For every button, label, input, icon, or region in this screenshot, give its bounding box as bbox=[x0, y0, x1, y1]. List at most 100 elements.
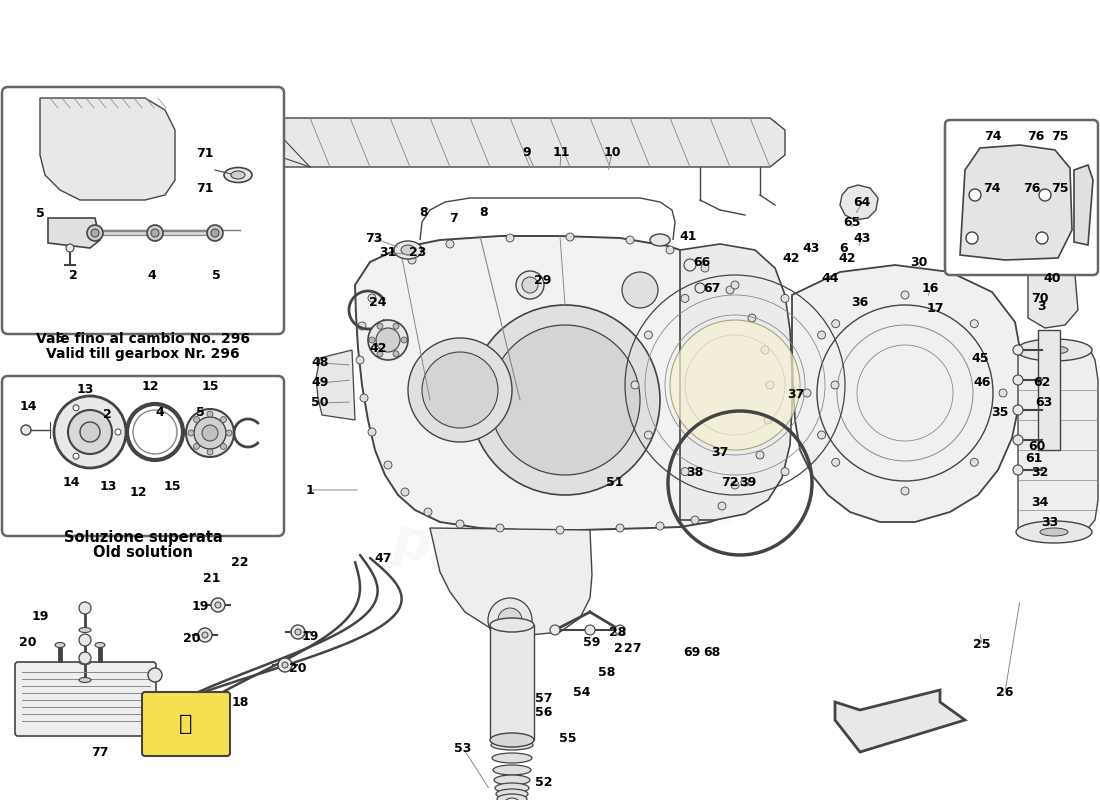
Text: 40: 40 bbox=[1043, 271, 1060, 285]
Text: Soluzione superata: Soluzione superata bbox=[64, 530, 222, 545]
Ellipse shape bbox=[1040, 346, 1068, 354]
Circle shape bbox=[21, 425, 31, 435]
Circle shape bbox=[87, 225, 103, 241]
Text: 38: 38 bbox=[686, 466, 704, 479]
Text: 77: 77 bbox=[91, 746, 109, 758]
Circle shape bbox=[422, 352, 498, 428]
Circle shape bbox=[666, 246, 674, 254]
Ellipse shape bbox=[491, 740, 534, 750]
Text: 12: 12 bbox=[141, 380, 158, 393]
Circle shape bbox=[966, 232, 978, 244]
Text: 20: 20 bbox=[184, 631, 200, 645]
Text: 19: 19 bbox=[301, 630, 319, 642]
Circle shape bbox=[295, 629, 301, 635]
FancyBboxPatch shape bbox=[490, 625, 535, 740]
Polygon shape bbox=[48, 218, 100, 248]
Text: 9: 9 bbox=[522, 146, 531, 158]
Text: 37: 37 bbox=[788, 389, 805, 402]
Circle shape bbox=[282, 662, 288, 668]
Text: 14: 14 bbox=[63, 475, 79, 489]
Circle shape bbox=[402, 488, 409, 496]
Circle shape bbox=[656, 522, 664, 530]
Circle shape bbox=[368, 428, 376, 436]
Circle shape bbox=[726, 286, 734, 294]
Text: 43: 43 bbox=[802, 242, 820, 254]
Circle shape bbox=[732, 281, 739, 289]
Text: Ferrari: Ferrari bbox=[388, 306, 772, 554]
Circle shape bbox=[1013, 375, 1023, 385]
Text: Valid till gearbox Nr. 296: Valid till gearbox Nr. 296 bbox=[46, 347, 240, 361]
Ellipse shape bbox=[492, 753, 532, 763]
Text: 46: 46 bbox=[974, 377, 991, 390]
Circle shape bbox=[202, 425, 218, 441]
Text: 30: 30 bbox=[911, 257, 927, 270]
Ellipse shape bbox=[1016, 339, 1092, 361]
Circle shape bbox=[969, 189, 981, 201]
Circle shape bbox=[211, 598, 226, 612]
Polygon shape bbox=[275, 118, 785, 167]
Text: 61: 61 bbox=[1025, 451, 1043, 465]
Circle shape bbox=[645, 331, 652, 339]
Text: 21: 21 bbox=[204, 571, 221, 585]
Text: 3: 3 bbox=[1037, 301, 1046, 314]
Circle shape bbox=[1013, 465, 1023, 475]
Text: 73: 73 bbox=[365, 231, 383, 245]
Text: 69: 69 bbox=[683, 646, 701, 658]
Circle shape bbox=[490, 325, 640, 475]
Circle shape bbox=[80, 422, 100, 442]
Text: 15: 15 bbox=[163, 481, 180, 494]
Circle shape bbox=[645, 431, 652, 439]
Text: 53: 53 bbox=[454, 742, 472, 754]
Text: 74: 74 bbox=[984, 130, 1002, 143]
Circle shape bbox=[356, 356, 364, 364]
Text: 31: 31 bbox=[379, 246, 397, 258]
Circle shape bbox=[377, 323, 383, 329]
Circle shape bbox=[220, 417, 227, 422]
Circle shape bbox=[1040, 189, 1050, 201]
Circle shape bbox=[151, 229, 160, 237]
Circle shape bbox=[615, 625, 625, 635]
FancyBboxPatch shape bbox=[945, 120, 1098, 275]
Circle shape bbox=[522, 277, 538, 293]
Circle shape bbox=[999, 389, 1007, 397]
Circle shape bbox=[670, 320, 800, 450]
Text: 33: 33 bbox=[1042, 515, 1058, 529]
Text: 8: 8 bbox=[420, 206, 428, 219]
Circle shape bbox=[681, 294, 689, 302]
Circle shape bbox=[79, 634, 91, 646]
Text: 64: 64 bbox=[854, 197, 871, 210]
Text: 27: 27 bbox=[625, 642, 641, 655]
Text: 23: 23 bbox=[409, 246, 427, 259]
Circle shape bbox=[424, 508, 432, 516]
Text: 71: 71 bbox=[196, 147, 213, 160]
Text: 15: 15 bbox=[201, 380, 219, 393]
Ellipse shape bbox=[394, 241, 422, 259]
Circle shape bbox=[186, 409, 234, 457]
Circle shape bbox=[384, 461, 392, 469]
Text: 34: 34 bbox=[1032, 495, 1048, 509]
Circle shape bbox=[748, 314, 756, 322]
Circle shape bbox=[1036, 232, 1048, 244]
Text: 13: 13 bbox=[99, 481, 117, 494]
Text: 35: 35 bbox=[991, 406, 1009, 419]
Circle shape bbox=[756, 451, 764, 459]
Ellipse shape bbox=[55, 642, 65, 647]
Circle shape bbox=[358, 322, 366, 330]
Text: 43: 43 bbox=[854, 231, 871, 245]
Text: 45: 45 bbox=[971, 351, 989, 365]
Circle shape bbox=[585, 625, 595, 635]
Circle shape bbox=[741, 478, 749, 486]
Polygon shape bbox=[1074, 165, 1093, 245]
Ellipse shape bbox=[650, 234, 670, 246]
Circle shape bbox=[368, 320, 408, 360]
Text: 66: 66 bbox=[693, 257, 711, 270]
Circle shape bbox=[616, 524, 624, 532]
Circle shape bbox=[516, 271, 544, 299]
Text: 42: 42 bbox=[370, 342, 387, 354]
Circle shape bbox=[116, 429, 121, 435]
Circle shape bbox=[1013, 345, 1023, 355]
Circle shape bbox=[832, 458, 839, 466]
Ellipse shape bbox=[497, 794, 527, 800]
Text: 62: 62 bbox=[1033, 377, 1050, 390]
Circle shape bbox=[970, 458, 978, 466]
